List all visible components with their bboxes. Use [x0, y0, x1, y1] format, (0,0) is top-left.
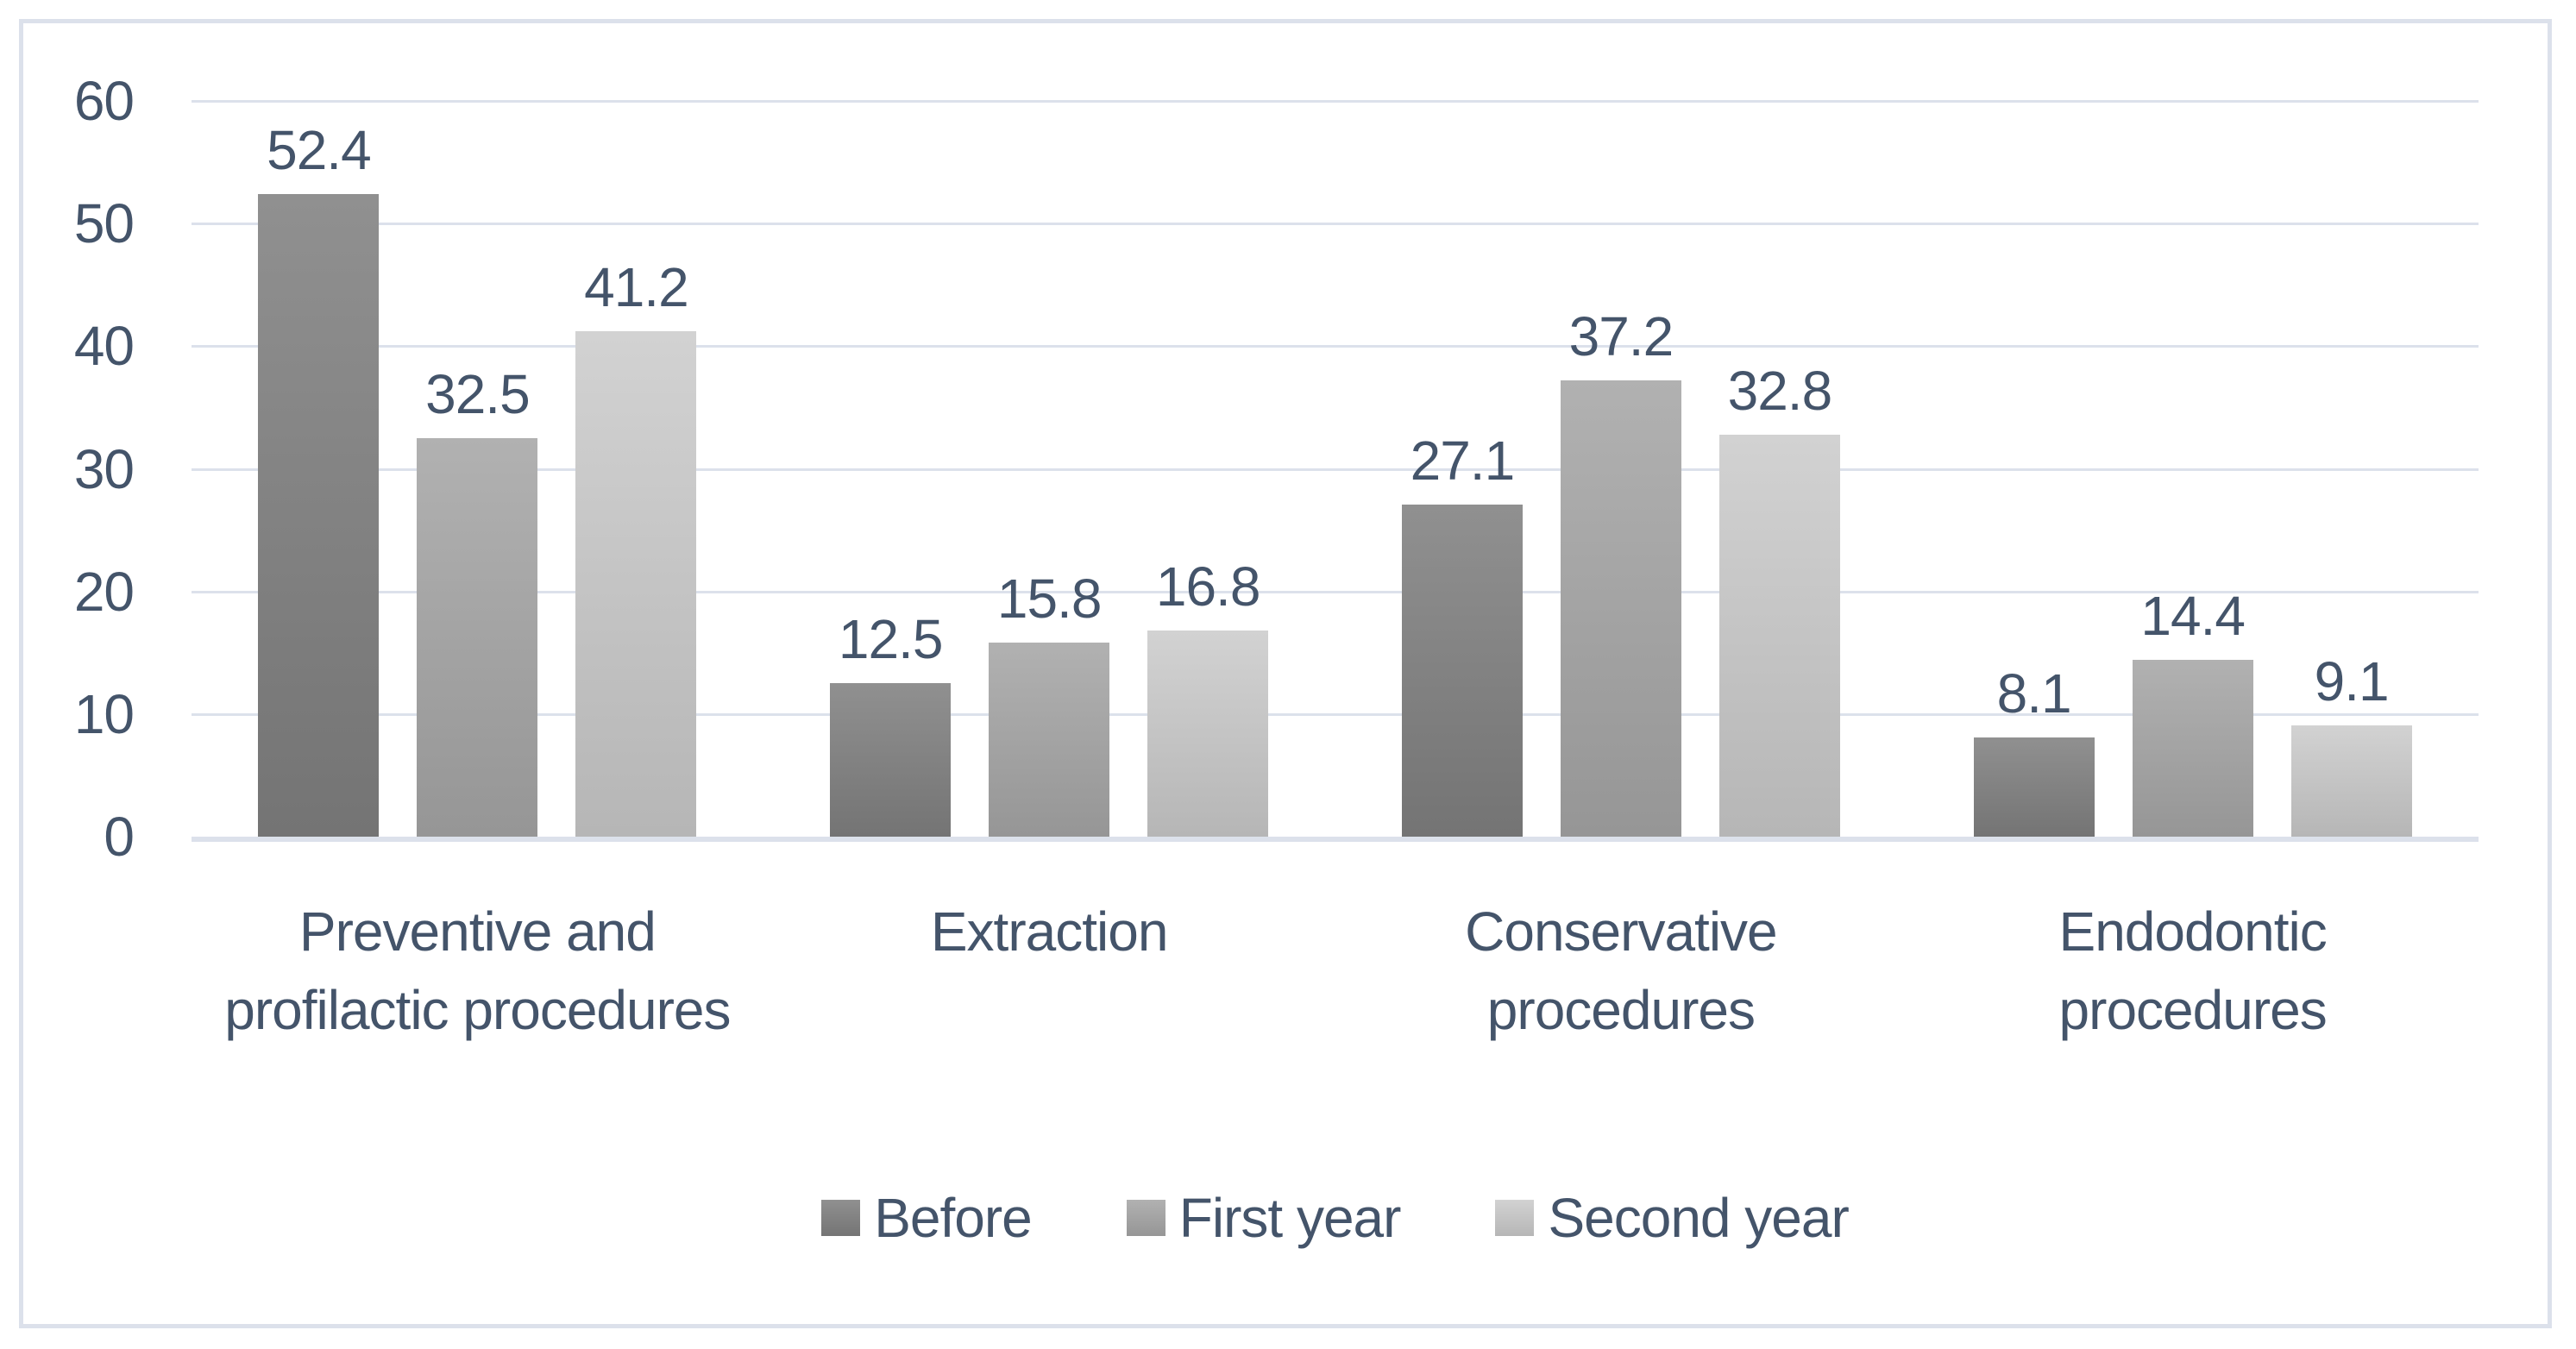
- category-label-3: Conservative procedures: [1465, 900, 1778, 1041]
- legend: Before First year Second year: [192, 1186, 2479, 1250]
- bar-value-label: 14.4: [2140, 585, 2246, 648]
- y-tick-label-50: 50: [73, 192, 135, 255]
- y-tick-label-0: 0: [104, 806, 135, 868]
- legend-item-second-year: Second year: [1495, 1186, 1850, 1250]
- chart-frame: 0 10 20 30 40 50 60 52.4 32.5 41.2 Preventive and …: [19, 19, 2552, 1328]
- gridline-y-40: [192, 345, 2479, 348]
- bar-before: 27.1: [1401, 430, 1523, 837]
- bar-value-label: 15.8: [996, 568, 1103, 631]
- category-label-4: Endodontic procedures: [2058, 900, 2328, 1041]
- gridline-y-60: [192, 100, 2479, 103]
- legend-item-first-year: First year: [1126, 1186, 1402, 1250]
- x-axis-line: [192, 837, 2479, 842]
- legend-label: Second year: [1548, 1187, 1849, 1249]
- y-tick-label-10: 10: [73, 682, 135, 745]
- legend-item-before: Before: [821, 1186, 1033, 1250]
- bar-before: 52.4: [258, 119, 380, 837]
- gridline-y-50: [192, 223, 2479, 226]
- y-tick-label-20: 20: [73, 560, 135, 623]
- bar-value-label: 8.1: [1996, 662, 2072, 725]
- y-tick-label-40: 40: [73, 315, 135, 378]
- bar-value-label: 12.5: [838, 608, 944, 671]
- bar-value-label: 52.4: [267, 119, 372, 182]
- category-label-2: Extraction: [930, 900, 1169, 963]
- gridline-y-30: [192, 467, 2479, 471]
- legend-swatch-icon: [821, 1200, 861, 1236]
- legend-label: First year: [1178, 1187, 1402, 1249]
- legend-swatch-icon: [1495, 1200, 1535, 1236]
- bar-value-label: 16.8: [1155, 555, 1261, 618]
- bar-second-year: 41.2: [575, 256, 697, 837]
- bar-group-4: 8.1 14.4 9.1: [1907, 101, 2479, 837]
- gridline-y-20: [192, 590, 2479, 593]
- legend-label: Before: [874, 1187, 1033, 1249]
- bar-first-year: 37.2: [1560, 305, 1681, 837]
- bar-group-3: 27.1 37.2 32.8: [1335, 101, 1907, 837]
- bar-value-label: 9.1: [2314, 649, 2390, 712]
- bar-value-label: 32.5: [425, 362, 531, 425]
- gridline-y-10: [192, 712, 2479, 716]
- bar-before: 8.1: [1973, 662, 2095, 837]
- bar-group-1: 52.4 32.5 41.2: [192, 101, 763, 837]
- bar-first-year: 32.5: [417, 363, 538, 837]
- category-label-1: Preventive and profilactic procedures: [224, 900, 731, 1041]
- bar-before: 12.5: [830, 608, 952, 837]
- y-tick-label-60: 60: [73, 70, 135, 132]
- bar-first-year: 14.4: [2132, 585, 2253, 837]
- bar-value-label: 37.2: [1568, 305, 1674, 368]
- bar-group-2: 12.5 15.8 16.8: [763, 101, 1335, 837]
- bar-second-year: 16.8: [1147, 555, 1269, 837]
- bar-second-year: 32.8: [1718, 360, 1840, 837]
- bar-first-year: 15.8: [989, 568, 1110, 837]
- y-tick-label-30: 30: [73, 437, 135, 500]
- bar-value-label: 41.2: [584, 256, 689, 319]
- bar-value-label: 32.8: [1727, 359, 1833, 422]
- bar-value-label: 27.1: [1410, 429, 1516, 492]
- bar-second-year: 9.1: [2290, 650, 2412, 837]
- legend-swatch-icon: [1126, 1200, 1165, 1236]
